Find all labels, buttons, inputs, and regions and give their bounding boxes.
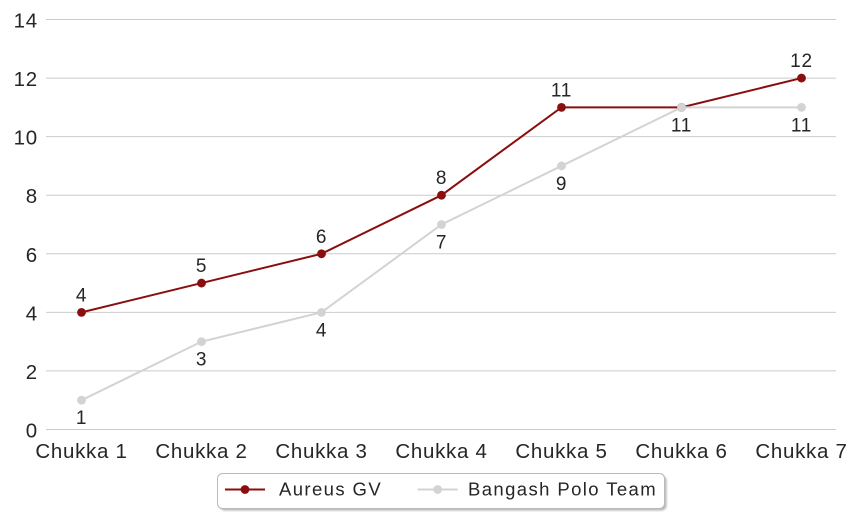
svg-text:11: 11 [791,115,812,136]
svg-text:4: 4 [26,302,38,325]
svg-text:10: 10 [14,127,38,150]
svg-text:Chukka 2: Chukka 2 [155,440,247,463]
svg-text:Chukka 1: Chukka 1 [35,440,127,463]
svg-text:Chukka 6: Chukka 6 [635,440,727,463]
svg-text:6: 6 [26,244,38,267]
svg-text:5: 5 [196,256,207,277]
svg-text:4: 4 [316,320,327,341]
svg-text:Chukka 3: Chukka 3 [275,440,367,463]
svg-text:Aureus GV: Aureus GV [279,479,382,500]
svg-text:3: 3 [196,350,207,371]
svg-text:6: 6 [316,227,327,248]
svg-text:Chukka 7: Chukka 7 [755,440,847,463]
svg-text:Chukka 5: Chukka 5 [515,440,607,463]
svg-text:11: 11 [551,80,572,101]
svg-text:0: 0 [26,420,38,443]
svg-text:8: 8 [26,185,38,208]
svg-text:Bangash Polo Team: Bangash Polo Team [468,479,657,500]
svg-text:11: 11 [671,115,692,136]
svg-text:12: 12 [790,51,813,72]
svg-text:14: 14 [14,10,38,33]
svg-text:7: 7 [436,233,447,254]
svg-text:1: 1 [76,408,87,429]
svg-text:4: 4 [76,285,87,306]
svg-text:2: 2 [26,361,38,384]
svg-text:9: 9 [556,174,567,195]
svg-text:8: 8 [436,168,447,189]
svg-text:12: 12 [14,68,38,91]
svg-text:Chukka 4: Chukka 4 [395,440,487,463]
